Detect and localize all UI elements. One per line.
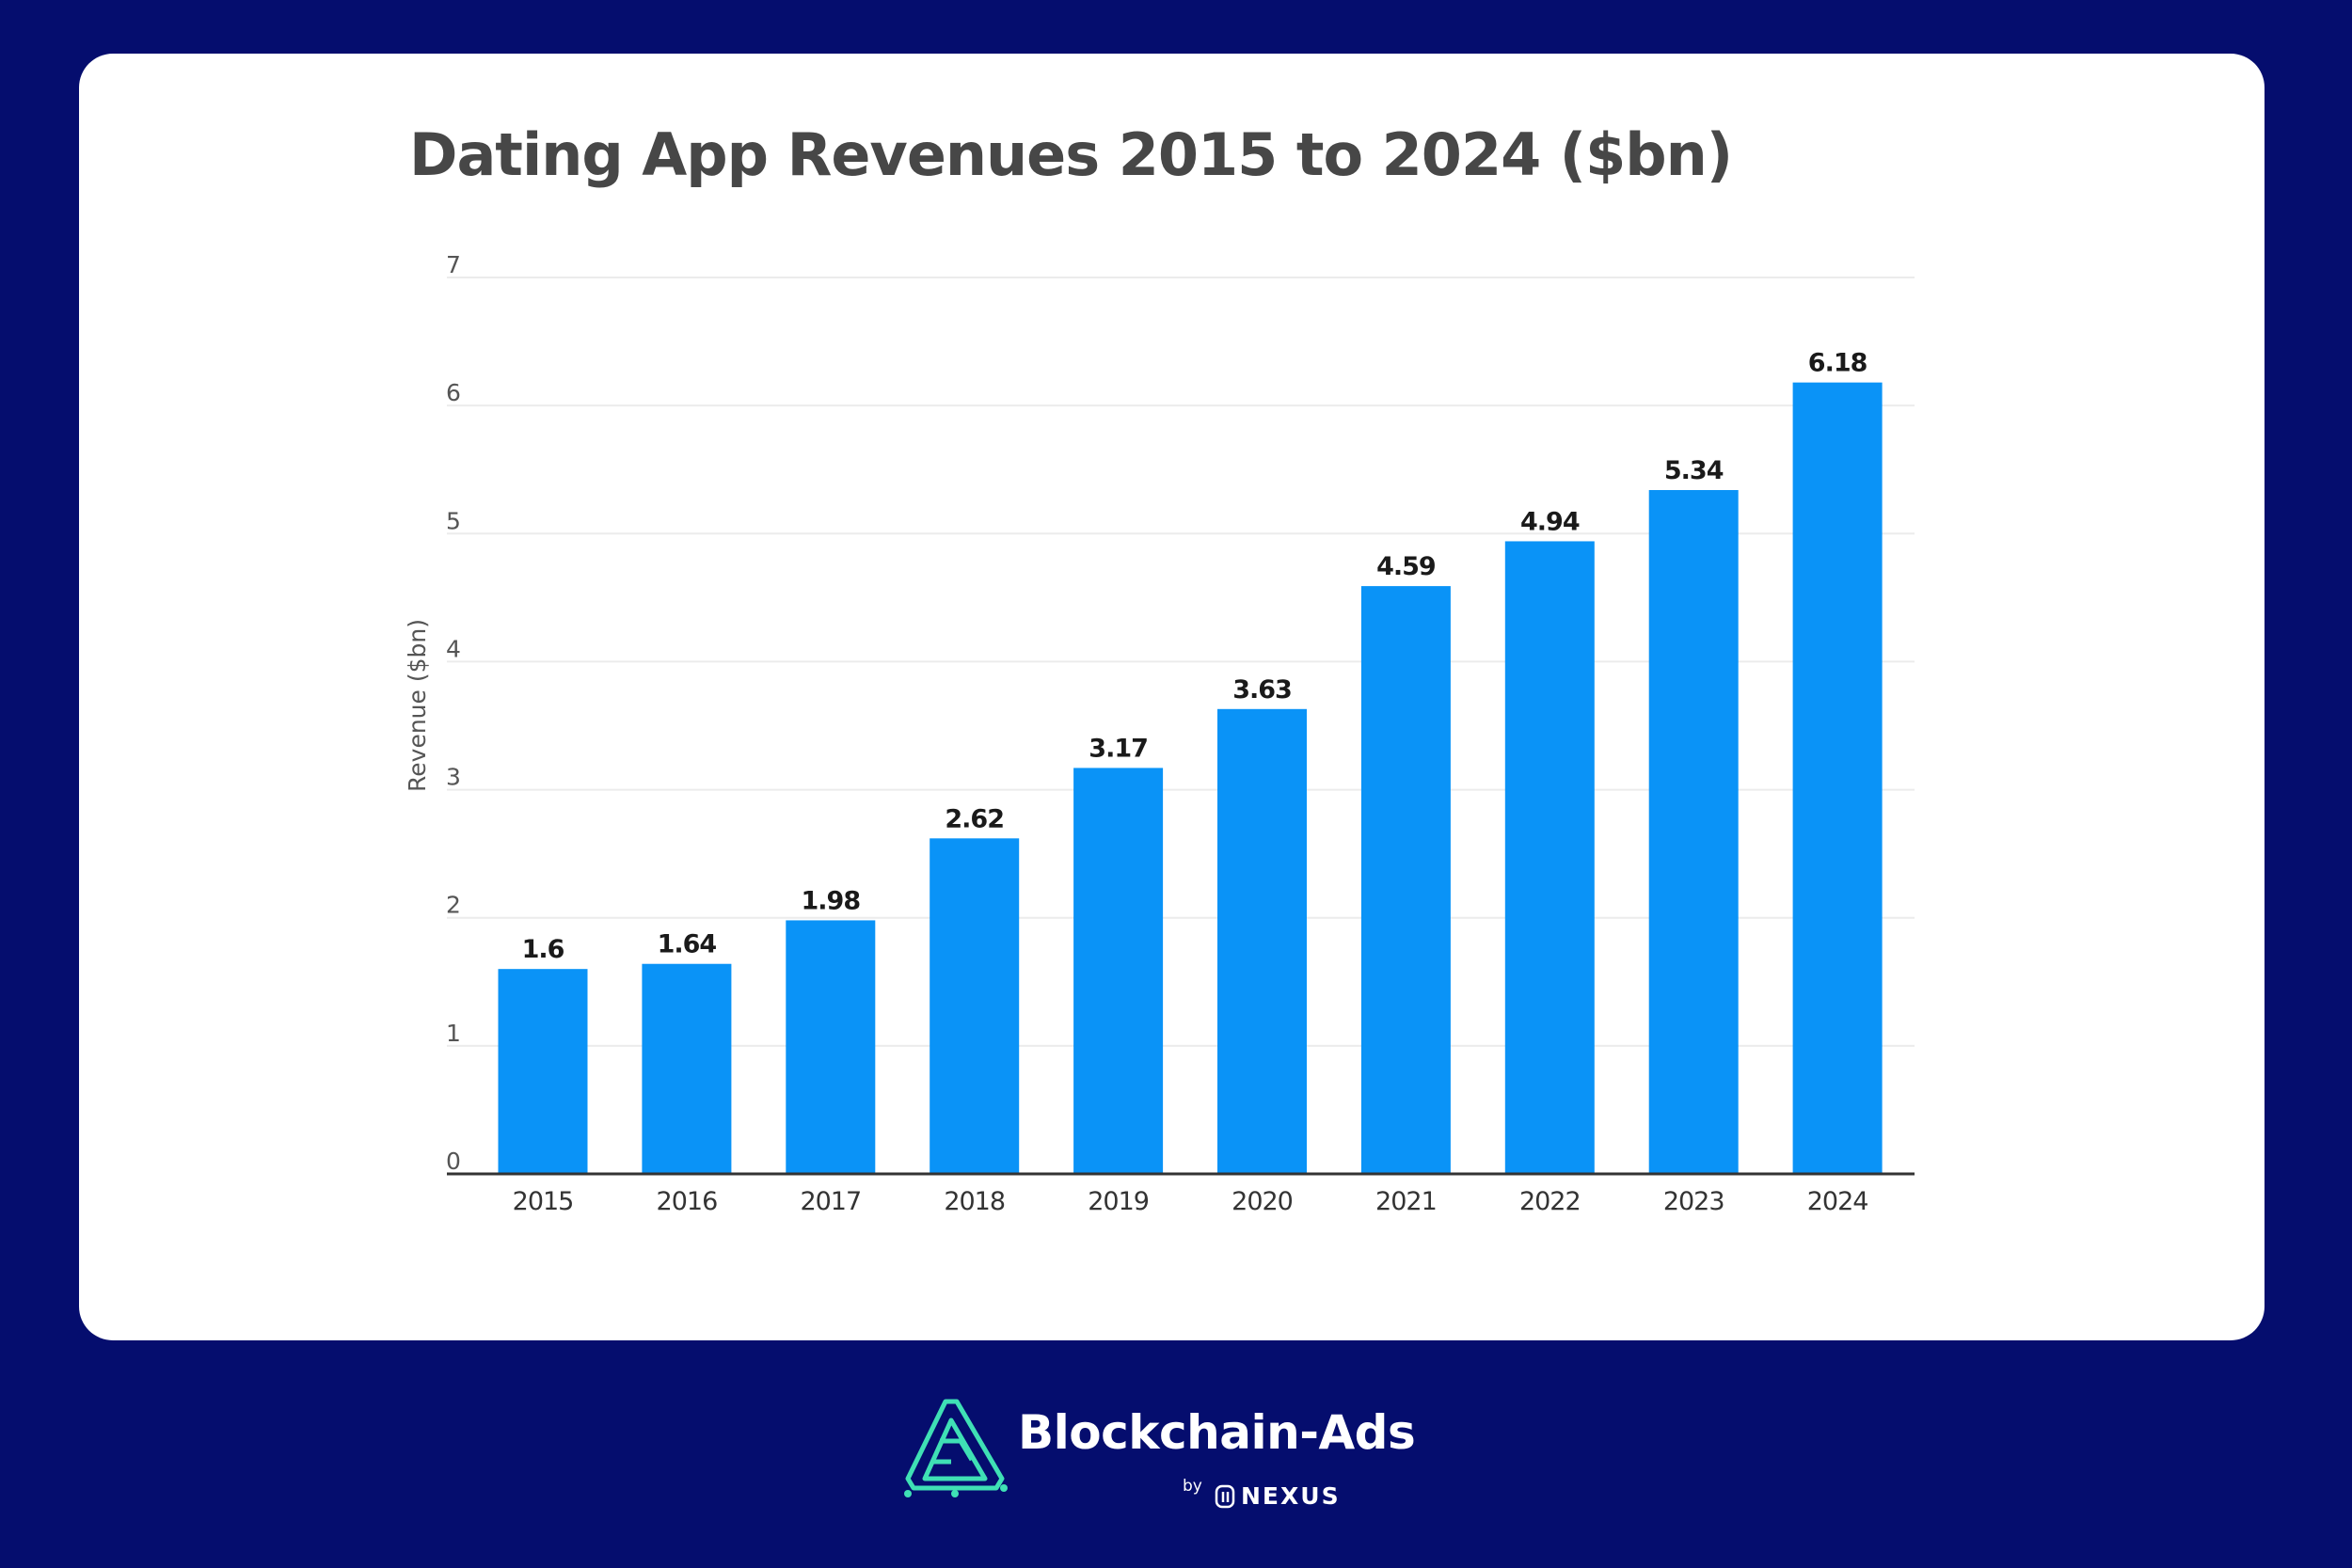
value-label-2021: 4.59	[1376, 552, 1436, 581]
y-tick-label-2: 2	[446, 892, 461, 919]
brand-name: Blockchain-Ads	[1018, 1405, 1416, 1460]
value-label-2017: 1.98	[801, 886, 860, 915]
value-labels: 1.6 1.64 1.98 2.62 3.17 3.63 4.59 4.94 5.34 6.18	[522, 349, 1868, 965]
x-tick-label-2021: 2021	[1375, 1187, 1437, 1216]
bar-2018	[930, 838, 1020, 1174]
brand-by: by	[1183, 1477, 1202, 1496]
bar-2020	[1217, 708, 1307, 1174]
y-tick-label-6: 6	[446, 379, 461, 406]
y-tick-label-3: 3	[446, 764, 461, 791]
bar-2015	[498, 969, 588, 1174]
x-tick-label-2022: 2022	[1519, 1187, 1581, 1216]
bar-2024	[1792, 382, 1883, 1174]
value-label-2023: 5.34	[1664, 456, 1724, 485]
bar-2016	[642, 963, 732, 1174]
value-label-2016: 1.64	[658, 930, 717, 959]
blockchain-ads-logo-icon	[904, 1399, 1008, 1497]
bar-2019	[1073, 768, 1164, 1174]
x-tick-label-2016: 2016	[657, 1187, 718, 1216]
bar-2023	[1648, 489, 1739, 1174]
x-tick-label-2019: 2019	[1088, 1187, 1149, 1216]
brand-sub-label: NEXUS	[1241, 1482, 1341, 1510]
x-tick-labels: 2015 2016 2017 2018 2019 2020 2021 2022 2023 2024	[513, 1187, 1869, 1216]
value-label-2024: 6.18	[1808, 349, 1867, 378]
nexus-icon	[1215, 1484, 1235, 1508]
x-tick-label-2018: 2018	[944, 1187, 1005, 1216]
value-label-2018: 2.62	[945, 804, 1004, 833]
bar-2017	[786, 920, 876, 1174]
y-tick-labels: 0 1 2 3 4 5 6 7	[446, 251, 461, 1175]
chart-title: Dating App Revenues 2015 to 2024 ($bn)	[409, 120, 1733, 189]
value-label-2020: 3.63	[1232, 675, 1292, 705]
bar-2022	[1504, 541, 1595, 1174]
brand-nexus: NEXUS	[1215, 1482, 1341, 1510]
chart-card	[79, 54, 2265, 1340]
y-tick-label-5: 5	[446, 507, 461, 534]
y-tick-label-1: 1	[446, 1020, 461, 1047]
value-label-2015: 1.6	[522, 935, 564, 964]
y-tick-label-7: 7	[446, 251, 461, 278]
y-axis-label: Revenue ($bn)	[404, 619, 431, 792]
x-tick-label-2023: 2023	[1663, 1187, 1724, 1216]
x-tick-label-2020: 2020	[1232, 1187, 1293, 1216]
y-tick-label-4: 4	[446, 635, 461, 662]
bars	[498, 382, 1883, 1174]
value-label-2019: 3.17	[1089, 734, 1148, 763]
value-label-2022: 4.94	[1520, 507, 1580, 536]
y-tick-label-0: 0	[446, 1148, 461, 1175]
x-tick-label-2015: 2015	[513, 1187, 574, 1216]
bar-2021	[1360, 586, 1451, 1174]
x-tick-label-2017: 2017	[800, 1187, 861, 1216]
brand-logo: Blockchain-Ads by NEXUS	[898, 1396, 1425, 1518]
x-tick-label-2024: 2024	[1807, 1187, 1868, 1216]
